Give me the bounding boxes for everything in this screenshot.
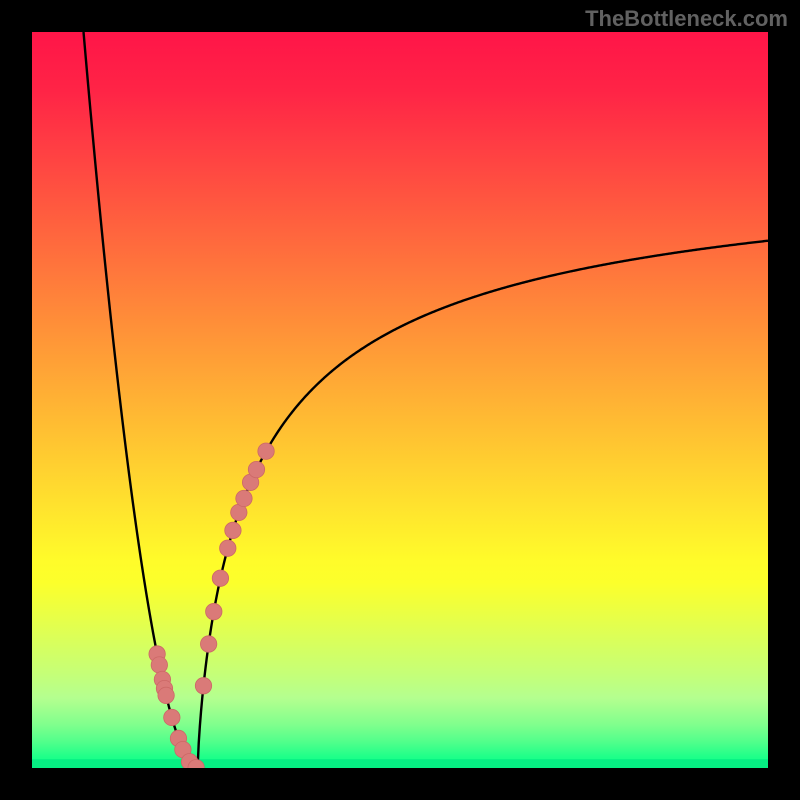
data-point [236,490,252,506]
data-point [248,461,264,477]
data-point [220,540,236,556]
data-point [200,636,216,652]
data-point [225,522,241,538]
data-point [151,657,167,673]
data-point [158,687,174,703]
data-point [195,678,211,694]
data-point [258,443,274,459]
data-point [212,570,228,586]
watermark-text: TheBottleneck.com [585,6,788,32]
data-point [206,603,222,619]
bottleneck-chart [32,32,768,768]
data-point [164,709,180,725]
chart-bottom-band [32,759,768,768]
chart-container: TheBottleneck.com [0,0,800,800]
chart-background [32,32,768,768]
